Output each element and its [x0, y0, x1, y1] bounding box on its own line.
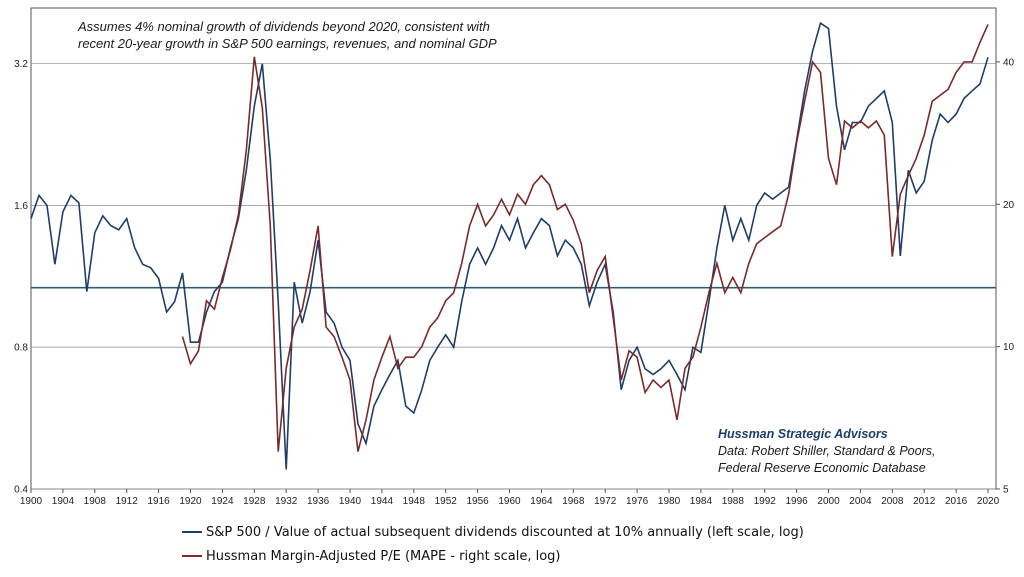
x-tick-label: 1908: [84, 496, 107, 507]
legend-label-series-1: S&P 500 / Value of actual subsequent div…: [206, 524, 804, 540]
x-tick-label: 1940: [339, 496, 362, 507]
x-tick-label: 1972: [594, 496, 617, 507]
x-tick-label: 2008: [881, 496, 904, 507]
x-tick-label: 1924: [211, 496, 234, 507]
x-tick-label: 1976: [626, 496, 649, 507]
source-line-2: Federal Reserve Economic Database: [718, 461, 926, 475]
x-axis: 1900 1904 1908 1912 1916 1920 1924 1928 1932 1936…: [20, 489, 1000, 507]
x-tick-label: 1968: [562, 496, 585, 507]
right-tick-label: 10: [1003, 342, 1015, 353]
x-tick-label: 1944: [371, 496, 394, 507]
source-block: Hussman Strategic Advisors Data: Robert …: [718, 426, 935, 477]
left-tick-label: 0.8: [14, 343, 28, 354]
x-tick-label: 2004: [849, 496, 872, 507]
assumption-note-line-1: Assumes 4% nominal growth of dividends b…: [78, 19, 490, 34]
x-tick-label: 1928: [243, 496, 266, 507]
left-axis: 0.4 0.8 1.6 3.2: [14, 59, 28, 495]
source-line-1: Data: Robert Shiller, Standard & Poors,: [718, 444, 936, 458]
right-axis: 5 10 20 40: [996, 57, 1015, 496]
x-tick-label: 1980: [658, 496, 681, 507]
x-tick-label: 1960: [498, 496, 521, 507]
x-tick-label: 2000: [817, 496, 840, 507]
left-tick-label: 3.2: [14, 59, 28, 70]
x-tick-label: 1984: [690, 496, 713, 507]
legend-swatch-series-2: [182, 555, 202, 557]
plot-area: [30, 7, 997, 490]
x-tick-label: 1956: [466, 496, 489, 507]
assumption-note: Assumes 4% nominal growth of dividends b…: [78, 18, 598, 52]
x-tick-label: 1932: [275, 496, 298, 507]
x-tick-label: 1988: [722, 496, 745, 507]
legend-label-series-2: Hussman Margin-Adjusted P/E (MAPE - righ…: [206, 548, 561, 564]
x-tick-label: 1948: [403, 496, 426, 507]
right-tick-label: 5: [1003, 485, 1009, 496]
x-tick-label: 2016: [945, 496, 968, 507]
x-tick-label: 1904: [52, 496, 75, 507]
x-tick-label: 1996: [785, 496, 808, 507]
left-tick-label: 1.6: [14, 201, 28, 212]
left-tick-label: 0.4: [14, 485, 28, 496]
right-tick-label: 40: [1003, 57, 1015, 68]
x-tick-label: 1936: [307, 496, 330, 507]
legend-swatch-series-1: [182, 531, 202, 533]
x-tick-label: 1952: [435, 496, 458, 507]
x-tick-label: 1916: [147, 496, 170, 507]
x-tick-label: 1920: [179, 496, 202, 507]
legend-item-series-1: S&P 500 / Value of actual subsequent div…: [182, 522, 804, 542]
series-line-sp500-dividends: [30, 21, 989, 470]
x-tick-label: 1900: [20, 496, 43, 507]
right-tick-label: 20: [1003, 200, 1015, 211]
legend-item-series-2: Hussman Margin-Adjusted P/E (MAPE - righ…: [182, 546, 560, 566]
x-tick-label: 1964: [530, 496, 553, 507]
x-tick-label: 1992: [754, 496, 777, 507]
x-tick-label: 2020: [977, 496, 1000, 507]
assumption-note-line-2: recent 20-year growth in S&P 500 earning…: [78, 36, 497, 51]
source-brand: Hussman Strategic Advisors: [718, 427, 888, 441]
series-line-mape: [181, 24, 989, 452]
x-tick-label: 1912: [116, 496, 139, 507]
x-tick-label: 2012: [913, 496, 936, 507]
